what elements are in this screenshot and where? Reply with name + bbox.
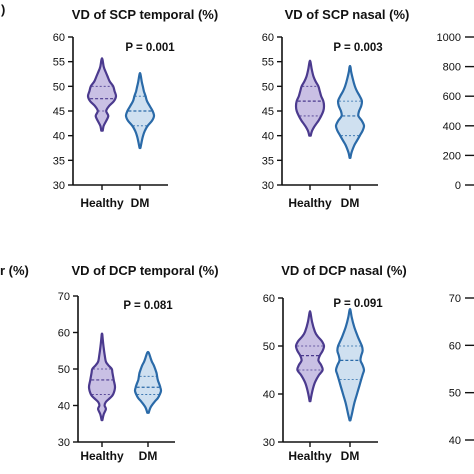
y-tick-label: 35 bbox=[53, 155, 65, 167]
y-tick-label: 30 bbox=[53, 180, 65, 192]
y-tick-label: 45 bbox=[262, 106, 274, 118]
y-tick-label: 50 bbox=[263, 341, 275, 353]
x-category-label: Healthy bbox=[80, 196, 124, 210]
y-tick-label: 40 bbox=[263, 389, 275, 401]
x-category-label: DM bbox=[131, 196, 150, 210]
x-category-label: DM bbox=[139, 449, 158, 463]
y-tick-label: 60 bbox=[449, 340, 461, 352]
p-value-label: P = 0.003 bbox=[333, 42, 382, 54]
violin-dm bbox=[133, 350, 163, 414]
chart-panel-3: VD of DCP temporal (%) P = 0.081 30 40 50 60 7… bbox=[58, 263, 219, 463]
chart-panel-1: VD of SCP nasal (%) P = 0.003 30 35 40 45 50 55… bbox=[262, 7, 410, 210]
y-tick-label: 60 bbox=[58, 328, 70, 340]
y-tick-label: 50 bbox=[58, 364, 70, 376]
y-tick-label: 35 bbox=[262, 155, 274, 167]
y-tick-label: 200 bbox=[443, 150, 461, 162]
y-tick-label: 70 bbox=[449, 293, 461, 305]
y-tick-label: 50 bbox=[449, 388, 461, 400]
y-tick-label: 60 bbox=[262, 32, 274, 44]
y-tick-label: 55 bbox=[262, 57, 274, 69]
x-category-label: Healthy bbox=[288, 449, 332, 463]
p-value-label: P = 0.001 bbox=[125, 42, 175, 54]
y-tick-label: 60 bbox=[263, 293, 275, 305]
y-tick-label: 40 bbox=[53, 131, 65, 143]
x-category-label: Healthy bbox=[288, 196, 332, 210]
y-tick-label: 50 bbox=[53, 81, 65, 93]
chart-panel-4: VD of DCP nasal (%) P = 0.091 30 40 50 60 Heal… bbox=[263, 263, 407, 463]
charts-group: VD of SCP temporal (%) P = 0.001 30 35 40 45 5… bbox=[53, 7, 474, 463]
p-value-label: P = 0.091 bbox=[333, 298, 383, 310]
chart-panel-0: VD of SCP temporal (%) P = 0.001 30 35 40 45 5… bbox=[53, 7, 218, 210]
panel-mark-fragment-top: ) bbox=[1, 2, 5, 17]
violin-dm bbox=[334, 308, 366, 422]
violin-healthy bbox=[294, 59, 326, 137]
chart-title: VD of SCP temporal (%) bbox=[72, 7, 218, 22]
y-tick-label: 0 bbox=[455, 180, 461, 192]
chart-title: VD of DCP nasal (%) bbox=[281, 263, 406, 278]
violin-healthy bbox=[294, 310, 326, 403]
y-tick-label: 40 bbox=[449, 435, 461, 447]
y-tick-label: 400 bbox=[443, 121, 461, 133]
chart-panel-2: 0 200 400 600 800 1000 bbox=[437, 32, 474, 192]
y-tick-label: 800 bbox=[443, 62, 461, 74]
y-tick-label: 55 bbox=[53, 57, 65, 69]
y-tick-label: 30 bbox=[58, 437, 70, 449]
x-category-label: DM bbox=[341, 449, 360, 463]
y-tick-label: 70 bbox=[58, 291, 70, 303]
y-tick-label: 600 bbox=[443, 91, 461, 103]
y-tick-label: 40 bbox=[262, 131, 274, 143]
p-value-label: P = 0.081 bbox=[123, 300, 173, 312]
y-tick-label: 30 bbox=[262, 180, 274, 192]
left-label-fragment-bottom: r (%) bbox=[0, 263, 29, 278]
chart-title: VD of DCP temporal (%) bbox=[71, 263, 218, 278]
y-tick-label: 50 bbox=[262, 81, 274, 93]
y-tick-label: 60 bbox=[53, 32, 65, 44]
chart-title: VD of SCP nasal (%) bbox=[285, 7, 410, 22]
violin-healthy bbox=[87, 332, 117, 422]
violin-dm bbox=[334, 64, 366, 159]
y-tick-label: 1000 bbox=[437, 32, 461, 44]
chart-panel-5: 40 50 60 70 bbox=[449, 293, 474, 447]
x-category-label: DM bbox=[341, 196, 360, 210]
x-category-label: Healthy bbox=[80, 449, 124, 463]
violin-healthy bbox=[86, 57, 118, 132]
y-tick-label: 30 bbox=[263, 437, 275, 449]
y-tick-label: 40 bbox=[58, 401, 70, 413]
y-tick-label: 45 bbox=[53, 106, 65, 118]
